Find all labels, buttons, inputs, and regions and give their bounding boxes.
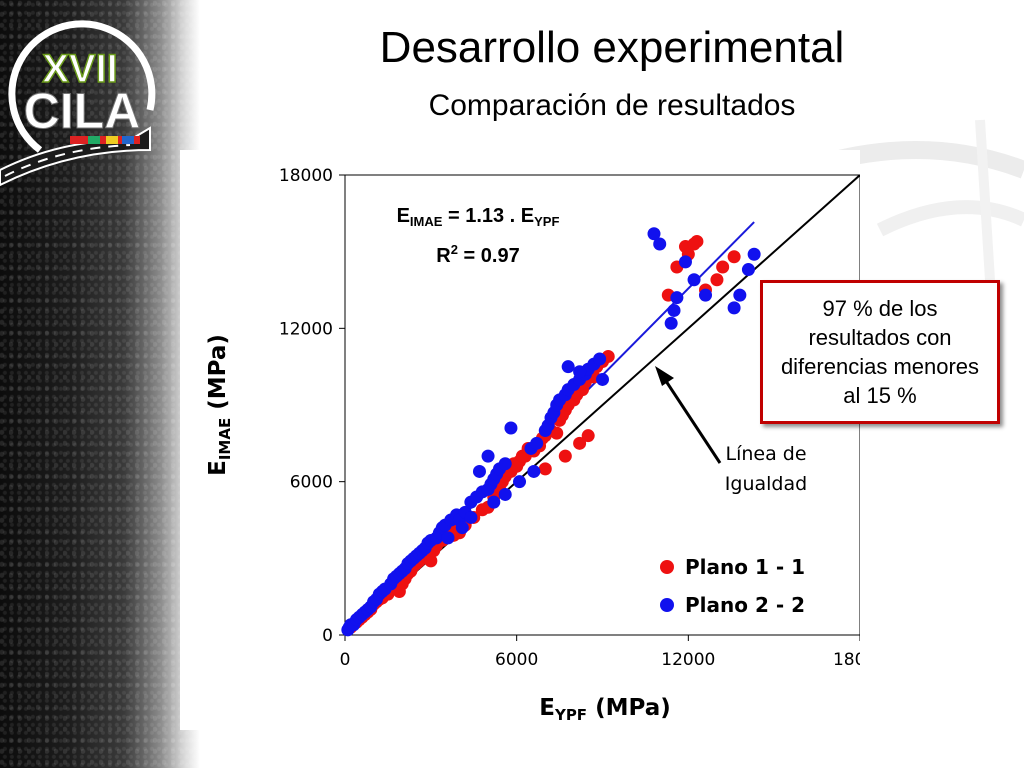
- asphalt-texture-band: [0, 0, 200, 768]
- r-label: R: [436, 245, 451, 267]
- r-sup: 2: [451, 242, 458, 257]
- data-point: [558, 449, 572, 463]
- y-tick-label: 0: [322, 626, 333, 646]
- x-tick-label: 6000: [495, 650, 538, 670]
- callout-box: 97 % de los resultados con diferencias m…: [760, 280, 1000, 424]
- data-point: [498, 457, 512, 471]
- legend-label-plano-1: Plano 1 - 1: [685, 555, 805, 579]
- data-point: [678, 255, 692, 269]
- logo-name: CILA: [24, 83, 141, 139]
- data-point: [647, 227, 661, 241]
- x-title-main: E: [539, 695, 555, 721]
- series-2-points: [341, 227, 761, 637]
- data-point: [596, 372, 609, 386]
- data-point: [498, 487, 512, 501]
- data-point: [487, 495, 501, 509]
- eq-rhs-sub: YPF: [534, 214, 559, 229]
- data-point: [441, 531, 455, 545]
- data-point: [699, 288, 712, 302]
- legend-marker-plano-1: [660, 560, 674, 574]
- data-point: [670, 291, 684, 305]
- x-axis-title: EYPF (MPa): [539, 695, 671, 724]
- data-point: [530, 436, 544, 450]
- data-point: [472, 464, 486, 478]
- data-point: [561, 360, 575, 374]
- y-title-sub: IMAE: [216, 418, 234, 460]
- x-tick-label: 0: [340, 650, 351, 670]
- data-point: [550, 426, 564, 440]
- slide-title: Desarrollo experimental: [379, 23, 845, 72]
- y-title-main: E: [205, 460, 231, 476]
- callout-text: 97 % de los resultados con diferencias m…: [780, 296, 980, 408]
- eq-lhs-sub: IMAE: [410, 214, 443, 229]
- y-tick-label: 12000: [279, 319, 333, 339]
- y-title-unit: (MPa): [205, 334, 231, 410]
- legend-label-plano-2: Plano 2 - 2: [685, 593, 805, 617]
- slide-subtitle: Comparación de resultados: [428, 89, 796, 122]
- data-point: [424, 554, 438, 568]
- logo-road-line: [4, 144, 131, 177]
- data-point: [515, 449, 529, 463]
- cila-logo: XVII CILA: [0, 20, 156, 187]
- y-axis-title: EIMAE (MPa): [205, 334, 234, 476]
- data-point: [513, 475, 527, 489]
- data-point: [741, 263, 755, 277]
- equality-label-line2: Igualdad: [725, 473, 807, 495]
- eq-mid: = 1.13 . E: [442, 205, 534, 227]
- data-point: [727, 250, 741, 264]
- data-point: [667, 303, 681, 317]
- logo-roman: XVII: [42, 47, 118, 91]
- y-tick-label: 18000: [279, 166, 333, 186]
- data-point: [504, 421, 518, 435]
- data-point: [687, 273, 701, 287]
- data-point: [727, 301, 741, 315]
- data-point: [455, 521, 469, 535]
- data-point: [573, 365, 587, 379]
- data-point: [581, 429, 595, 443]
- x-title-unit: (MPa): [595, 695, 671, 721]
- x-title-sub: YPF: [554, 706, 587, 724]
- data-point: [733, 288, 747, 302]
- legend: Plano 1 - 1 Plano 2 - 2: [660, 555, 805, 617]
- data-point: [464, 510, 478, 524]
- data-point: [538, 462, 552, 476]
- equality-label-line1: Línea de: [725, 443, 806, 465]
- data-point: [593, 352, 607, 366]
- data-point: [664, 316, 678, 330]
- r-value: = 0.97: [458, 245, 520, 267]
- data-point: [481, 449, 495, 463]
- data-point: [747, 247, 761, 261]
- x-tick-label: 18000: [833, 650, 860, 670]
- y-tick-label: 6000: [290, 473, 333, 493]
- equality-arrow: [655, 366, 722, 464]
- axis-ticks: 0 6000 12000 18000 0 6000 12000 18000: [279, 166, 860, 670]
- x-tick-label: 12000: [661, 650, 715, 670]
- data-point: [527, 464, 541, 478]
- data-point: [653, 237, 667, 251]
- chart-svg: 060001200018000060001200018000 EIMAE = 1…: [205, 166, 860, 724]
- scatter-chart: 060001200018000060001200018000 EIMAE = 1…: [180, 150, 860, 730]
- logo-flag-band: [70, 136, 140, 144]
- legend-marker-plano-2: [660, 598, 674, 612]
- r-squared: R2 = 0.97: [436, 242, 519, 267]
- data-point: [716, 260, 730, 274]
- data-point: [710, 273, 724, 287]
- fit-equation: EIMAE = 1.13 . EYPF: [397, 205, 560, 229]
- data-point: [687, 237, 701, 251]
- data-point: [573, 436, 587, 450]
- logo-arc: [8, 20, 156, 153]
- eq-lhs: E: [397, 205, 410, 227]
